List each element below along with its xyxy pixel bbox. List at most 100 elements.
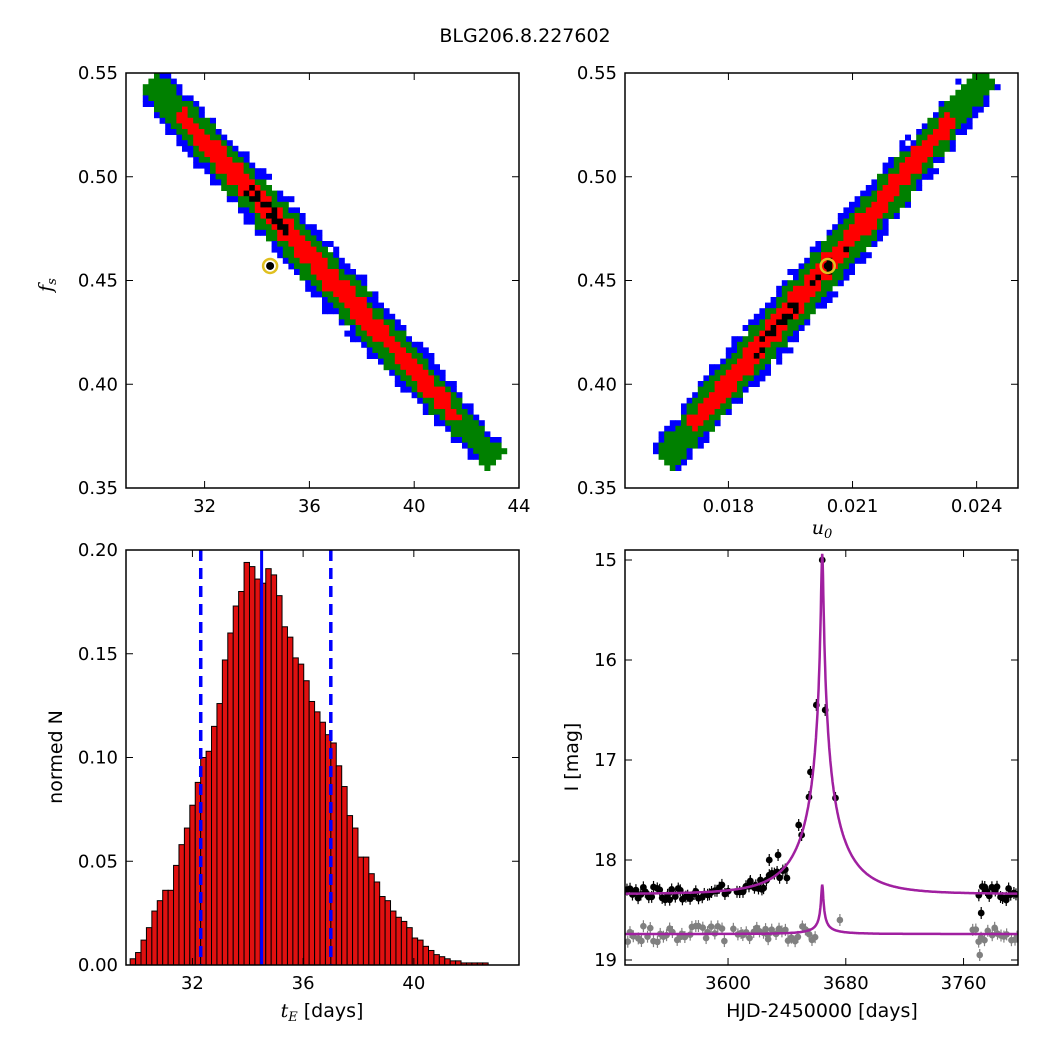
heatmap-cell — [871, 185, 878, 191]
heatmap-cell — [288, 235, 295, 242]
heatmap-cell — [238, 168, 244, 175]
heatmap-cell — [249, 207, 256, 214]
heatmap-cell — [882, 229, 889, 236]
heatmap-cell — [709, 397, 715, 404]
heatmap-cell — [753, 313, 760, 320]
heatmap-cell — [383, 308, 390, 315]
heatmap-cell — [478, 442, 485, 449]
data-point — [718, 881, 726, 889]
heatmap-cell — [327, 308, 334, 315]
heatmap-cell — [748, 330, 755, 337]
heatmap-cell — [714, 414, 721, 421]
heatmap-cell — [473, 425, 480, 432]
heatmap-cell — [187, 129, 194, 135]
heatmap-cell — [793, 330, 799, 337]
heatmap-cell — [456, 414, 463, 421]
heatmap-cell — [378, 308, 384, 315]
heatmap-cell — [949, 112, 956, 119]
heatmap-cell — [344, 280, 351, 287]
heatmap-cell — [462, 425, 468, 432]
heatmap-cell — [798, 285, 805, 292]
x-tick-label: 3600 — [705, 973, 751, 994]
heatmap-cell — [776, 319, 783, 326]
data-point-grey — [681, 933, 689, 941]
heatmap-cell — [439, 403, 446, 410]
heatmap-cell — [681, 453, 687, 460]
heatmap-cell — [182, 95, 188, 102]
heatmap-cell — [725, 403, 732, 410]
heatmap-cell — [843, 257, 850, 264]
heatmap-cell — [338, 297, 345, 303]
heatmap-cell — [781, 336, 788, 343]
data-point-grey — [805, 930, 813, 938]
heatmap-cell — [333, 257, 340, 264]
heatmap-cell — [383, 353, 390, 359]
heatmap-cell — [669, 453, 676, 460]
heatmap-cell — [658, 448, 665, 455]
heatmap-cell — [781, 285, 788, 292]
heatmap-cell — [714, 420, 721, 427]
heatmap-cell — [215, 129, 222, 135]
heatmap-cell — [983, 101, 990, 107]
heatmap-cell — [316, 280, 323, 287]
heatmap-cell — [288, 224, 295, 231]
heatmap-cell — [333, 252, 340, 259]
heatmap-cell — [899, 140, 906, 147]
heatmap-cell — [288, 229, 295, 236]
heatmap-cell — [361, 274, 368, 281]
heatmap-cell — [187, 95, 194, 102]
histogram-bar — [232, 605, 240, 966]
heatmap-cell — [350, 319, 356, 326]
heatmap-cell — [725, 347, 732, 354]
heatmap-cell — [759, 330, 766, 337]
heatmap-cell — [944, 112, 951, 119]
heatmap-cell — [854, 241, 861, 247]
heatmap-cell — [193, 106, 200, 113]
heatmap-cell — [394, 325, 401, 331]
heatmap-cell — [277, 229, 284, 236]
heatmap-cell — [753, 319, 760, 326]
heatmap-cell — [210, 162, 216, 169]
heatmap-cell — [765, 330, 771, 337]
heatmap-cell — [893, 213, 900, 219]
heatmap-cell — [299, 269, 306, 275]
heatmap-cell — [266, 224, 272, 231]
heatmap-cell — [210, 179, 216, 186]
heatmap-cell — [949, 123, 956, 130]
heatmap-cell — [417, 341, 424, 348]
heatmap-cell — [854, 196, 861, 203]
heatmap-cell — [742, 358, 749, 365]
heatmap-cell — [338, 280, 345, 287]
heatmap-cell — [277, 207, 284, 214]
heatmap-cell — [944, 129, 951, 135]
histogram-bar — [151, 910, 158, 966]
heatmap-cell — [450, 414, 457, 421]
heatmap-cell — [686, 397, 693, 404]
heatmap-cell — [888, 185, 895, 191]
heatmap-cell — [266, 218, 272, 225]
heatmap-cell — [495, 448, 502, 455]
heatmap-cell — [389, 341, 396, 348]
heatmap-cell — [400, 386, 407, 393]
heatmap-cell — [692, 420, 699, 427]
heatmap-cell — [411, 369, 418, 376]
histogram-bar — [379, 896, 386, 966]
heatmap-cell — [961, 106, 967, 113]
x-tick-label: 32 — [181, 973, 204, 994]
heatmap-cell — [849, 207, 855, 214]
heatmap-cell — [815, 241, 822, 247]
heatmap-cell — [966, 78, 973, 85]
heatmap-cell — [731, 353, 738, 359]
heatmap-cell — [815, 246, 822, 253]
heatmap-cell — [215, 168, 222, 175]
data-point-grey — [654, 938, 661, 946]
heatmap-cell — [361, 336, 368, 343]
heatmap-cell — [305, 252, 312, 259]
heatmap-cell — [720, 364, 727, 371]
heatmap-cell — [804, 291, 811, 298]
heatmap-cell — [748, 319, 755, 326]
heatmap-cell — [994, 84, 1001, 91]
heatmap-cell — [949, 117, 956, 124]
heatmap-cell — [921, 162, 928, 169]
heatmap-cell — [484, 448, 491, 455]
